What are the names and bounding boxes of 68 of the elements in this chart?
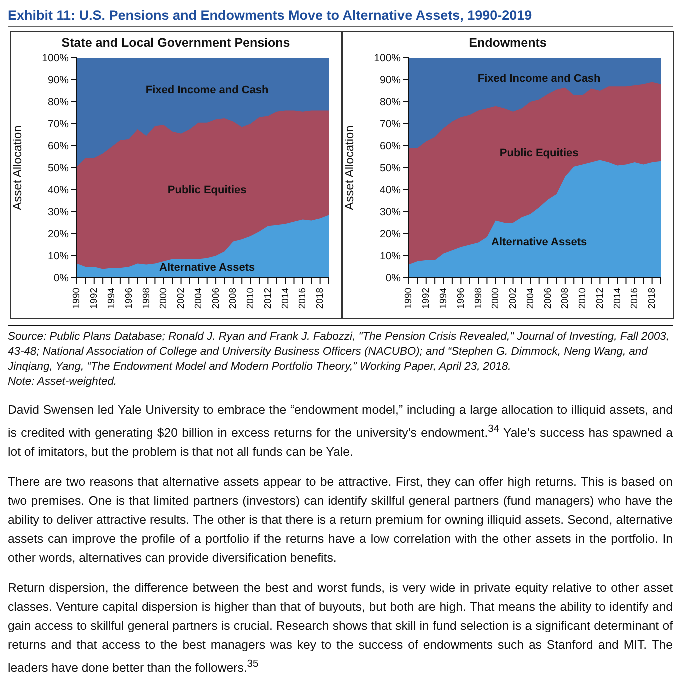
chart-subtitle: State and Local Government Pensions bbox=[60, 36, 292, 50]
y-tick-label: 30% bbox=[48, 206, 69, 219]
x-tick-label: 2018 bbox=[647, 288, 658, 310]
y-tick-label: 100% bbox=[374, 52, 401, 65]
text: Return dispersion, the difference between the best and worst funds, is very wide in private equity relative to other asset classes. Venture capital dispersion is higher than that of buyouts, but both are high. That means the ability to identify and gain access to skillful general partners is crucial. Research shows that skill in fund selection is a significant determinant of returns and that access to the best managers was key to the success of endowments such as Stanford and MIT. The leaders have done better than the followers.$^{35}$ bbox=[8, 580, 673, 678]
y-tick-label: 90% bbox=[48, 74, 69, 87]
series-label: Public Equities bbox=[168, 184, 247, 196]
y-tick-label: 40% bbox=[380, 184, 401, 197]
series-label: Alternative Assets bbox=[160, 262, 256, 274]
x-tick-label: 2016 bbox=[630, 288, 641, 310]
x-tick-label: 2014 bbox=[280, 288, 292, 310]
y-tick-label: 40% bbox=[48, 184, 69, 197]
series-label: Alternative Assets bbox=[492, 236, 588, 249]
x-tick-label: 1994 bbox=[438, 288, 450, 310]
x-tick-label: 1992 bbox=[89, 288, 100, 310]
y-tick-label: 80% bbox=[48, 96, 69, 109]
x-tick-label: 2000 bbox=[490, 288, 502, 310]
chart-subtitle: Endowments bbox=[468, 36, 548, 50]
text: There are two reasons that alternative assets appear to be attractive. First, they can offer high returns. This is based on two premises. One is that limited partners (investors) can identify skillful general partners (fund managers) who have the ability to deliver attractive results. The other is that there is a return premium for owning illiquid assets. Second, alternative assets can improve the profile of a portfolio if the returns have a low correlation with the other assets in the portfolio. In other words, alternatives can provide diversification benefits. bbox=[8, 474, 673, 568]
y-tick-label: 10% bbox=[380, 250, 401, 263]
x-tick-label: 2006 bbox=[210, 288, 222, 310]
x-tick-label: 2016 bbox=[298, 288, 309, 310]
x-tick-label: 2012 bbox=[594, 288, 606, 310]
x-tick-label: 2002 bbox=[176, 288, 188, 310]
x-tick-label: 1998 bbox=[473, 288, 484, 310]
x-tick-label: 2004 bbox=[525, 288, 536, 310]
x-tick-label: 1992 bbox=[421, 288, 432, 310]
x-tick-label: 1996 bbox=[124, 288, 135, 310]
x-tick-label: 2000 bbox=[158, 288, 170, 310]
y-tick-label: 70% bbox=[380, 118, 401, 131]
y-tick-label: 80% bbox=[380, 96, 401, 109]
y-tick-label: 20% bbox=[48, 228, 69, 241]
x-tick-label: 2010 bbox=[578, 288, 589, 310]
y-tick-label: 70% bbox=[48, 118, 69, 131]
y-tick-label: 50% bbox=[380, 162, 401, 175]
x-tick-label: 2004 bbox=[193, 288, 204, 310]
x-tick-label: 2008 bbox=[228, 288, 240, 310]
y-tick-label: 90% bbox=[380, 74, 401, 87]
source-note: Source: Public Plans Database; Ronald J. Ryan and Frank J. Fabozzi, "The Pension Crisis Revealed," Journal of Investing, Fall 2003, 43-48; National Association of College and University Business Officers (NACUBO); and “Stephen G. Dimmock, Neng Wang, and Jinqiang, Yang, “The Endowment Model and Modern Portfolio Theory,” Working Paper, April 23, 2018. bbox=[8, 330, 671, 375]
x-tick-label: 1990 bbox=[72, 288, 83, 310]
y-axis-title: Asset Allocation bbox=[10, 126, 24, 210]
y-tick-label: 60% bbox=[380, 140, 401, 153]
x-tick-label: 2010 bbox=[246, 288, 257, 310]
y-tick-label: 30% bbox=[380, 206, 401, 219]
x-tick-label: 2014 bbox=[612, 288, 624, 310]
x-tick-label: 2002 bbox=[508, 288, 520, 310]
text: David Swensen led Yale University to embrace the “endowment model,” including a large allocation to illiquid assets, and is credited with generating $20 billion in excess returns for the university’s endowment.$^{34}$ Yale’s success has spawned a lot of imitators, but the problem is that not all funds can be Yale. bbox=[8, 403, 673, 460]
y-tick-label: 0% bbox=[386, 272, 401, 285]
x-tick-label: 2008 bbox=[560, 288, 572, 310]
x-tick-label: 1996 bbox=[456, 288, 467, 310]
x-tick-label: 2006 bbox=[542, 288, 554, 310]
x-tick-label: 2018 bbox=[315, 288, 326, 310]
x-tick-label: 1990 bbox=[404, 288, 415, 310]
y-tick-label: 20% bbox=[380, 228, 401, 241]
x-tick-label: 1994 bbox=[106, 288, 118, 310]
y-tick-label: 100% bbox=[42, 52, 69, 65]
series-label: Public Equities bbox=[500, 148, 579, 160]
series-label: Fixed Income and Cash bbox=[478, 72, 602, 85]
x-tick-label: 2012 bbox=[262, 288, 274, 310]
chart-title: Exhibit 11: U.S. Pensions and Endowments Move to Alternative Assets, 1990-2019 bbox=[8, 8, 673, 27]
y-tick-label: 50% bbox=[48, 162, 69, 175]
y-tick-label: 0% bbox=[54, 272, 69, 285]
y-axis-title: Asset Allocation bbox=[342, 126, 356, 210]
y-tick-label: 60% bbox=[48, 140, 69, 153]
x-tick-label: 1998 bbox=[141, 288, 152, 310]
series-label: Fixed Income and Cash bbox=[146, 84, 270, 96]
y-tick-label: 10% bbox=[48, 250, 69, 263]
text: Note: Asset-weighted. bbox=[8, 375, 118, 390]
